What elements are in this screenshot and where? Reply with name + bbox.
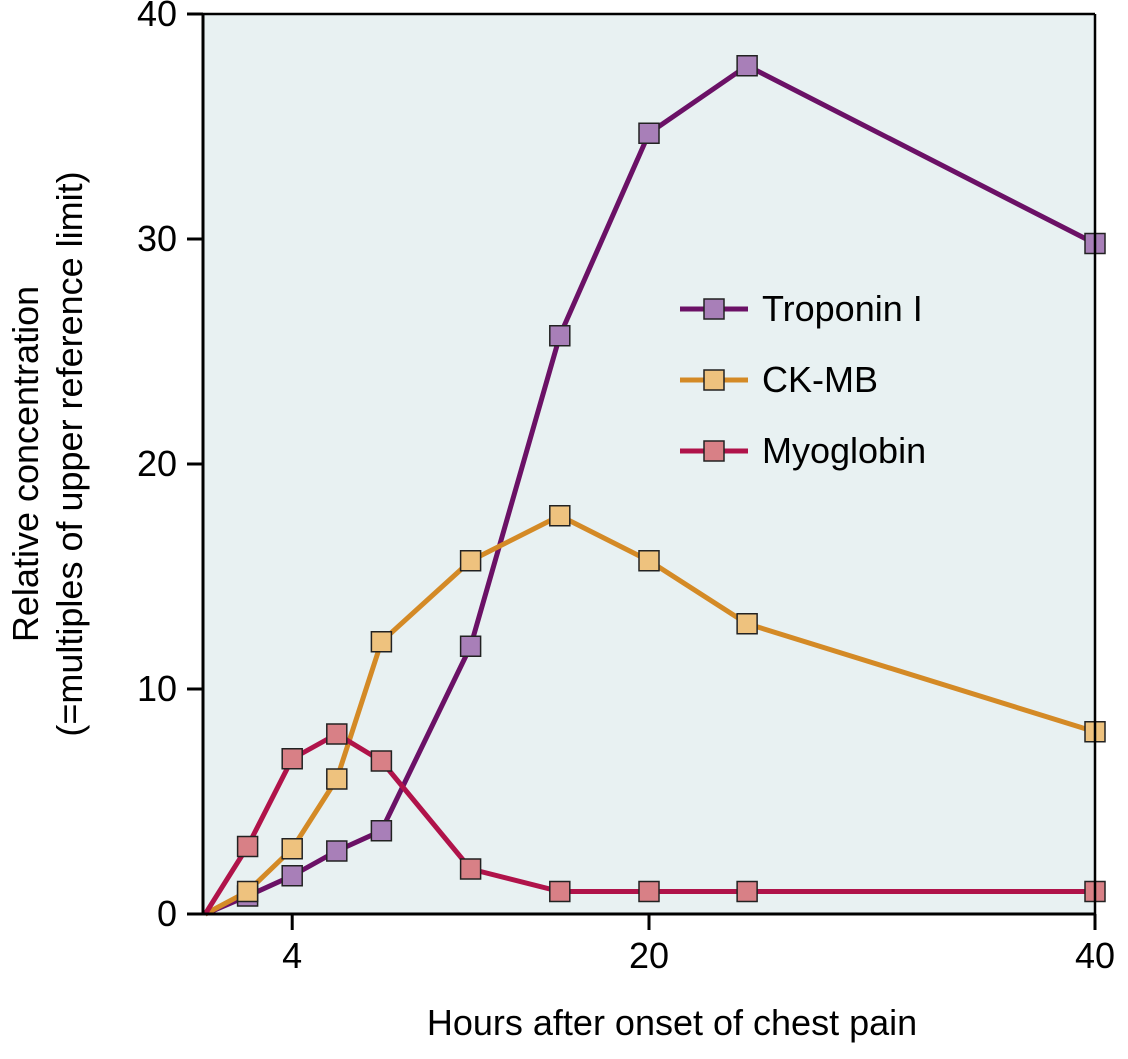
data-point-myoglobin <box>370 750 393 772</box>
data-point-troponin-i <box>736 55 758 77</box>
legend-marker <box>703 440 725 462</box>
data-point-troponin-i <box>549 325 571 347</box>
data-point-ck-mb <box>459 550 482 572</box>
series-line-ck-mb <box>204 513 1096 917</box>
legend-item-troponin-i: Troponin I <box>680 288 923 329</box>
data-point-myoglobin <box>236 835 259 858</box>
data-point-myoglobin <box>736 880 758 903</box>
legend-label: CK-MB <box>762 359 878 400</box>
data-point-myoglobin <box>638 880 660 903</box>
legend-item-myoglobin: Myoglobin <box>680 430 926 471</box>
series-layer <box>203 55 1106 917</box>
data-point-ck-mb <box>638 550 660 572</box>
data-point-troponin-i <box>638 122 660 144</box>
data-point-ck-mb <box>281 838 303 860</box>
data-point-myoglobin <box>549 880 571 903</box>
legend-marker <box>703 369 725 391</box>
legend-item-ck-mb: CK-MB <box>680 359 878 400</box>
y-axis-subtitle: (=multiples of upper reference limit) <box>49 171 90 736</box>
data-point-ck-mb <box>370 631 393 653</box>
y-tick-label: 40 <box>137 0 177 34</box>
y-tick-label: 10 <box>137 668 177 709</box>
data-point-myoglobin <box>459 858 482 880</box>
series-lines <box>203 63 1097 917</box>
data-point-troponin-i <box>370 820 393 842</box>
x-tick-label: 20 <box>629 935 669 976</box>
series-line-myoglobin <box>203 731 1095 916</box>
data-point-ck-mb <box>236 880 259 903</box>
series-line-troponin-i <box>204 63 1097 917</box>
data-point-troponin-i <box>459 635 482 657</box>
x-tick-label: 4 <box>282 935 302 976</box>
legend-label: Myoglobin <box>762 430 926 471</box>
y-axis-title: Relative concentration <box>5 286 46 642</box>
ticks-layer: 0 10 20 30 40 4 20 40 <box>137 0 1115 976</box>
y-tick-label: 20 <box>137 443 177 484</box>
data-point-ck-mb <box>736 613 758 635</box>
plot-area <box>203 14 1095 914</box>
data-point-troponin-i <box>281 865 303 887</box>
legend: Troponin I CK-MB Myoglobin <box>680 288 926 471</box>
data-point-ck-mb <box>549 505 571 527</box>
data-point-troponin-i <box>326 840 348 862</box>
y-tick-label: 0 <box>157 893 177 934</box>
y-tick-label: 30 <box>137 218 177 259</box>
legend-label: Troponin I <box>762 288 923 329</box>
data-point-ck-mb <box>326 768 348 790</box>
x-tick-label: 40 <box>1075 935 1115 976</box>
x-axis-title: Hours after onset of chest pain <box>427 1002 917 1043</box>
data-point-myoglobin <box>326 723 348 745</box>
legend-marker <box>703 298 725 320</box>
data-point-myoglobin <box>281 748 303 770</box>
